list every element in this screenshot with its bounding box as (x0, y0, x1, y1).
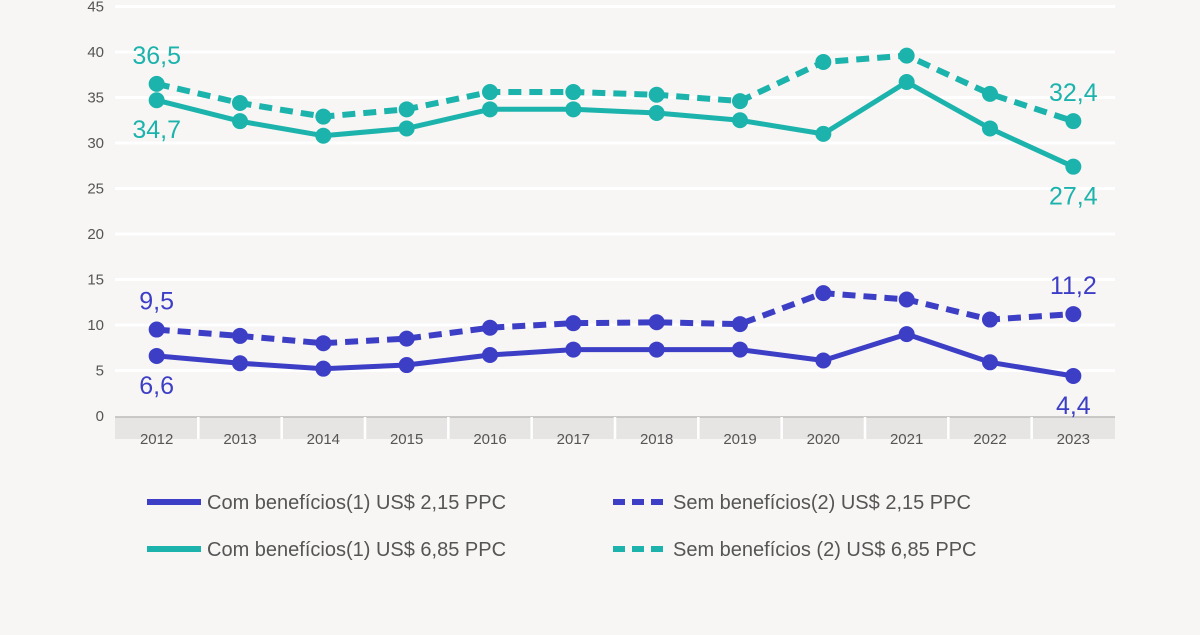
y-tick-label: 25 (87, 181, 104, 198)
series-1-point (648, 314, 665, 331)
x-tick-label: 2019 (723, 431, 756, 448)
series-line-2 (156, 79, 1075, 169)
x-axis: 2012 2013 2014 2015 2016 2017 2018 2019 2020 2021… (115, 416, 1115, 448)
data-labels: 6,6 4,4 9,5 11,2 34,7 27,4 36,5 32,4 (132, 42, 1097, 420)
series-2-point (815, 125, 832, 142)
series-line-3 (156, 52, 1075, 125)
series-3-point (648, 86, 665, 103)
series-0-point (398, 357, 415, 374)
series-3-point (482, 84, 498, 101)
x-tick-label: 2021 (890, 431, 923, 448)
series-3-point (315, 108, 332, 125)
series-3-point (732, 93, 748, 110)
y-tick-label: 10 (87, 317, 104, 334)
series-3-point (815, 54, 832, 71)
x-tick-label: 2018 (640, 431, 673, 448)
series-1-point (1065, 306, 1082, 323)
y-axis: 0 5 10 15 20 25 30 35 40 45 (87, 0, 104, 425)
series-1-point (732, 316, 748, 333)
series-0-point (148, 347, 165, 364)
series-3-point (398, 101, 415, 118)
legend-label: Com benefícios(1) US$ 6,85 PPC (207, 539, 506, 561)
x-tick-label: 2023 (1057, 431, 1090, 448)
series-0-point (815, 352, 832, 369)
series-3-point (565, 84, 582, 101)
series-line-0 (156, 331, 1074, 379)
gridlines (115, 5, 1115, 372)
series-2-point (732, 112, 748, 129)
y-tick-label: 35 (87, 90, 104, 107)
series-1-point (565, 315, 582, 332)
series-2-point (1065, 158, 1082, 175)
series-2-point (315, 127, 332, 144)
x-tick-label: 2022 (973, 431, 1006, 448)
series-1-point (148, 321, 165, 338)
series-0-point (315, 360, 332, 377)
series-1-point (482, 319, 498, 336)
series-2-point (482, 101, 498, 118)
series-1-point (898, 291, 915, 308)
y-tick-label: 40 (87, 44, 104, 61)
series-line-1 (156, 290, 1074, 347)
series-group (148, 47, 1082, 384)
series-0-point (648, 341, 665, 358)
series-2-point (232, 113, 248, 130)
series-2-point (565, 101, 582, 118)
data-label: 34,7 (132, 116, 181, 144)
series-2-point (148, 92, 165, 109)
series-0-point (565, 341, 582, 358)
series-1-point (398, 330, 415, 347)
y-tick-label: 5 (96, 363, 104, 380)
x-tick-label: 2014 (307, 431, 340, 448)
legend-label: Com benefícios(1) US$ 2,15 PPC (207, 492, 506, 514)
series-1-point (315, 335, 332, 352)
series-0-point (482, 347, 498, 364)
x-tick-label: 2012 (140, 431, 173, 448)
data-label: 32,4 (1049, 79, 1098, 107)
series-2-point (898, 74, 915, 91)
y-tick-label: 45 (87, 0, 104, 16)
y-tick-label: 30 (87, 135, 104, 152)
y-tick-label: 20 (87, 226, 104, 243)
series-3-point (148, 75, 165, 92)
x-tick-label: 2015 (390, 431, 423, 448)
series-3-point (1065, 113, 1082, 130)
y-tick-label: 0 (96, 408, 104, 425)
y-tick-label: 15 (87, 272, 104, 289)
series-1-point (232, 327, 248, 344)
x-tick-label: 2017 (557, 431, 590, 448)
series-1-point (982, 311, 998, 328)
series-0-point (732, 341, 748, 358)
series-0-point (1065, 367, 1082, 384)
data-label: 4,4 (1056, 392, 1091, 420)
x-tick-label: 2013 (223, 431, 256, 448)
data-label: 6,6 (139, 372, 174, 400)
series-2-point (398, 120, 415, 137)
series-3-point (898, 47, 915, 64)
data-label: 9,5 (139, 288, 174, 316)
series-3-point (232, 94, 248, 111)
series-3-point (982, 85, 998, 102)
legend-label: Sem benefícios(2) US$ 2,15 PPC (673, 492, 971, 514)
x-tick-label: 2020 (807, 431, 840, 448)
series-2-point (982, 120, 998, 137)
series-1-point (815, 285, 832, 302)
data-label: 36,5 (132, 42, 181, 70)
series-0-point (232, 355, 248, 372)
legend: Com benefícios(1) US$ 2,15 PPC Sem benefí… (147, 492, 976, 561)
legend-label: Sem benefícios (2) US$ 6,85 PPC (673, 539, 976, 561)
data-label: 27,4 (1049, 183, 1098, 211)
data-label: 11,2 (1050, 272, 1097, 300)
series-2-point (648, 104, 665, 121)
series-0-point (898, 326, 915, 343)
series-0-point (982, 354, 998, 371)
x-tick-label: 2016 (473, 431, 506, 448)
